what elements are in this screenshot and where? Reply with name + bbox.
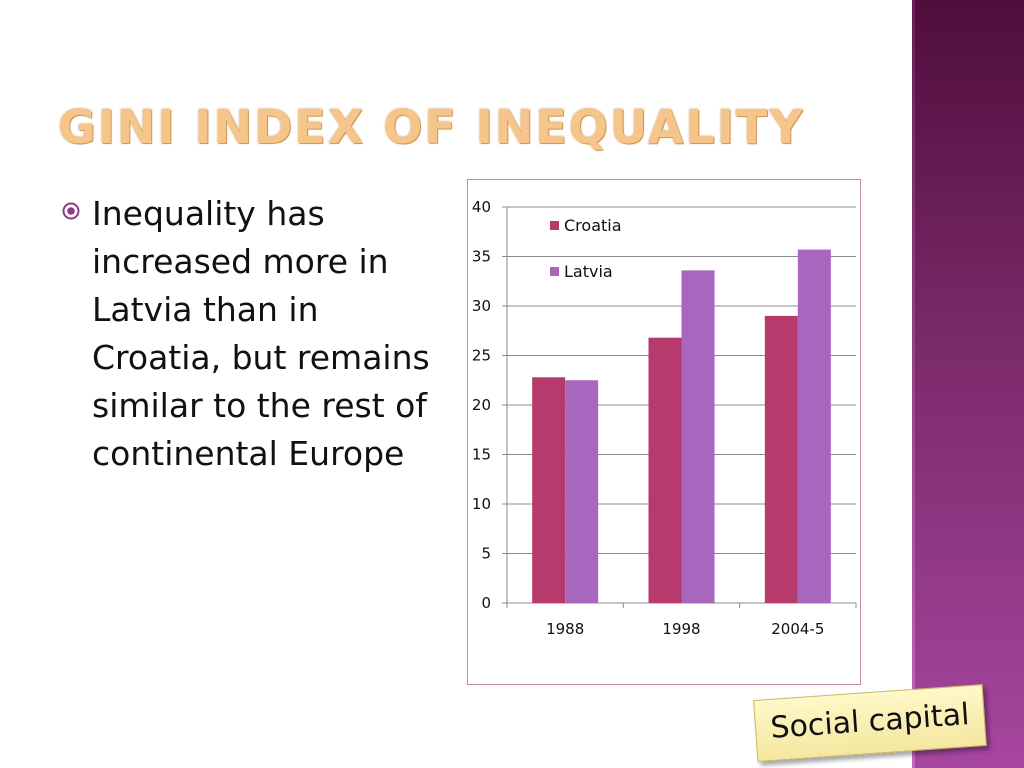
bar-croatia-1988 bbox=[532, 377, 566, 603]
x-tick-label: 1988 bbox=[546, 620, 584, 638]
legend-swatch-croatia bbox=[550, 221, 559, 230]
y-tick-label: 5 bbox=[481, 545, 491, 563]
radio-bullet-icon bbox=[62, 202, 80, 220]
x-tick-label: 2004-5 bbox=[771, 620, 824, 638]
y-tick-label: 25 bbox=[472, 347, 491, 365]
legend-label-croatia: Croatia bbox=[564, 216, 622, 235]
legend-swatch-latvia bbox=[550, 267, 559, 276]
y-tick-label: 0 bbox=[481, 594, 491, 612]
legend-label-latvia: Latvia bbox=[564, 262, 613, 281]
decorative-side-strip bbox=[912, 0, 1024, 768]
bar-latvia-1998 bbox=[681, 270, 715, 603]
bar-croatia-1998 bbox=[648, 337, 682, 603]
y-tick-label: 40 bbox=[472, 198, 491, 216]
bar-latvia-1988 bbox=[565, 380, 599, 603]
slide-title: Gini index of inequality bbox=[58, 100, 805, 154]
y-tick-label: 20 bbox=[472, 396, 491, 414]
bar-latvia-2004-5 bbox=[797, 249, 831, 603]
y-tick-label: 10 bbox=[472, 495, 491, 513]
y-tick-label: 30 bbox=[472, 297, 491, 315]
bullet-text: Inequality has increased more in Latvia … bbox=[92, 194, 430, 473]
y-tick-label: 15 bbox=[472, 446, 491, 464]
x-tick-label: 1998 bbox=[662, 620, 700, 638]
bar-croatia-2004-5 bbox=[764, 315, 798, 603]
gini-bar-chart: 0 5 10 15 20 25 30 35 40 1988 1998 2004-5 Croatia Lat… bbox=[472, 198, 857, 638]
y-tick-label: 35 bbox=[472, 248, 491, 266]
